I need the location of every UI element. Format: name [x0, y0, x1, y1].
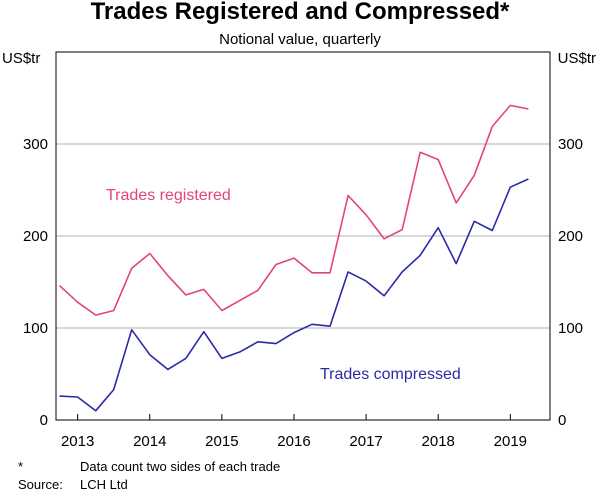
y-tick-label-right: 200 — [558, 228, 583, 245]
line-trades-registered — [59, 104, 529, 316]
chart-subtitle: Notional value, quarterly — [219, 31, 381, 48]
source-text: LCH Ltd — [80, 477, 128, 492]
series-label-trades-compressed: Trades compressed — [320, 366, 461, 383]
line-trades-compressed — [59, 178, 529, 412]
footnote-asterisk-key: * — [18, 459, 24, 474]
x-tick-label: 2019 — [494, 433, 527, 450]
y-tick-label-left: 300 — [23, 136, 48, 153]
footnote-asterisk: * Data count two sides of each trade — [18, 458, 280, 476]
x-ticks: 2013 2014 2015 2016 2017 2018 2019 — [61, 414, 527, 450]
x-tick-label: 2014 — [133, 433, 166, 450]
chart-title: Trades Registered and Compressed* — [91, 0, 510, 25]
y-unit-left: US$tr — [2, 50, 40, 67]
y-unit-right: US$tr — [558, 50, 596, 67]
y-tick-label-left: 0 — [40, 412, 48, 429]
x-tick-label: 2018 — [422, 433, 455, 450]
series-lines — [59, 104, 529, 412]
x-tick-label: 2013 — [61, 433, 94, 450]
footnotes: * Data count two sides of each trade Sou… — [18, 458, 280, 494]
y-tick-label-right: 300 — [558, 136, 583, 153]
y-tick-label-left: 200 — [23, 228, 48, 245]
x-tick-label: 2017 — [349, 433, 382, 450]
y-ticks: 0 0 100 100 200 200 300 300 — [23, 136, 583, 429]
footnote-asterisk-text: Data count two sides of each trade — [80, 459, 281, 474]
x-tick-label: 2016 — [277, 433, 310, 450]
series-label-trades-registered: Trades registered — [106, 187, 231, 204]
y-tick-label-left: 100 — [23, 320, 48, 337]
plot-frame — [55, 51, 551, 421]
y-tick-label-right: 0 — [558, 412, 566, 429]
x-tick-label: 2015 — [205, 433, 238, 450]
y-tick-label-right: 100 — [558, 320, 583, 337]
footnote-source: Source: LCH Ltd — [18, 476, 280, 494]
source-key: Source: — [18, 477, 63, 492]
